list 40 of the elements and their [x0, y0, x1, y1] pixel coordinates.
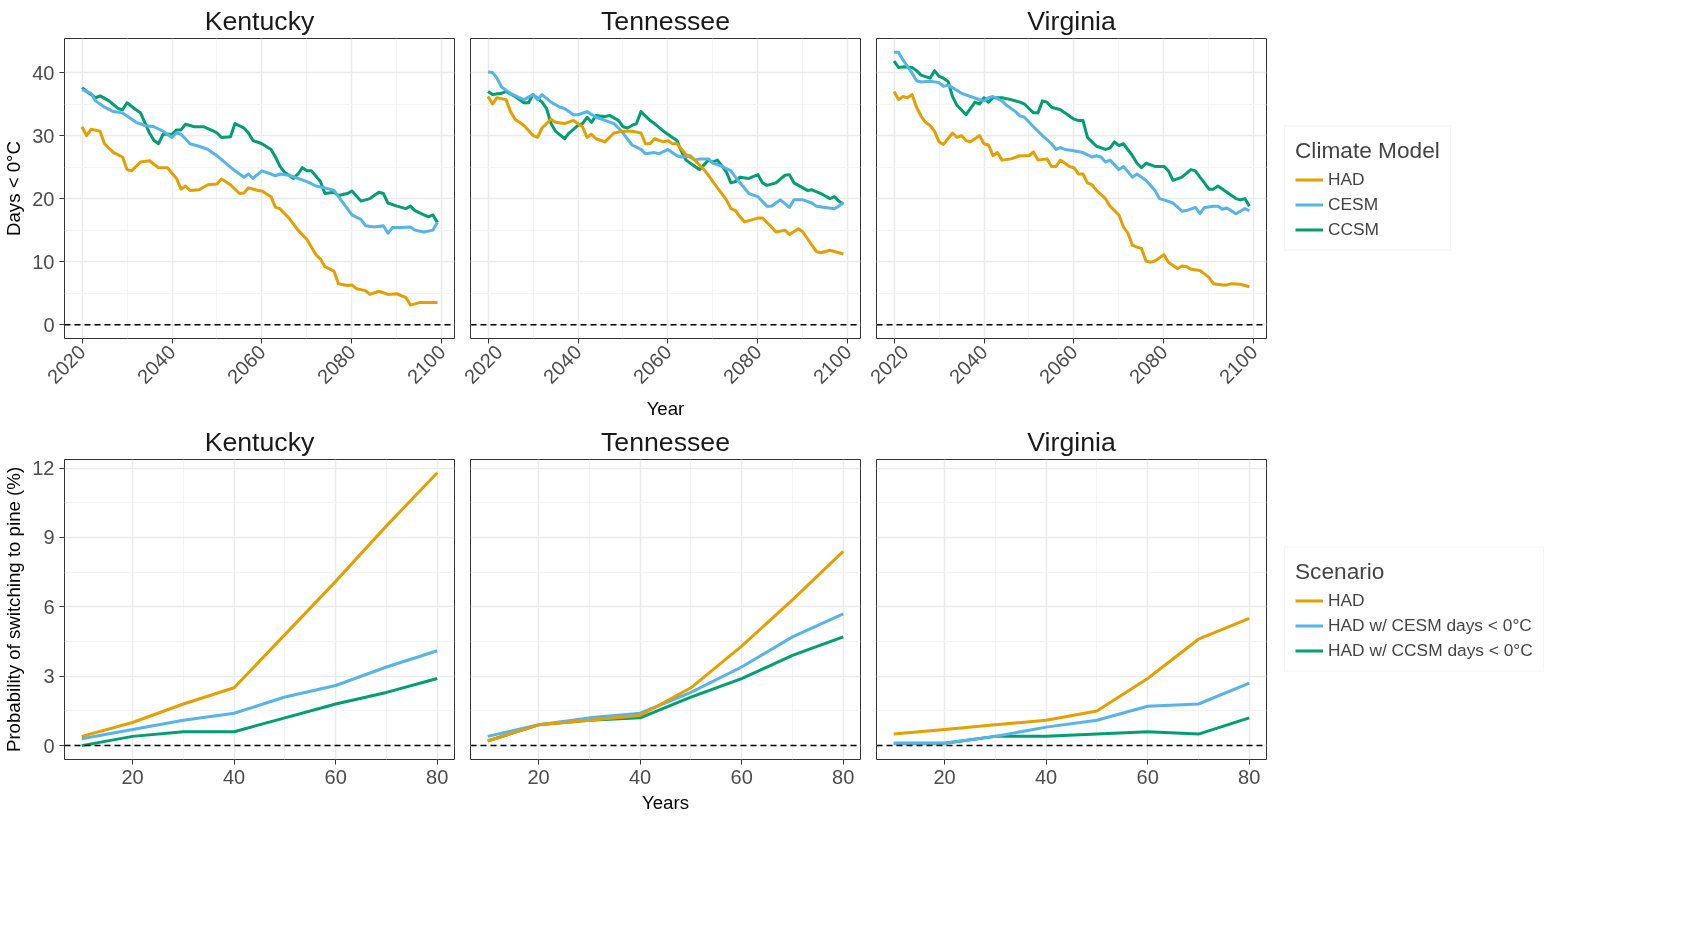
- x-tick-label: 80: [426, 765, 449, 788]
- chart-title: Kentucky: [204, 426, 315, 457]
- x-tick-label: 20: [527, 765, 550, 788]
- legend-label: CESM: [1328, 193, 1379, 215]
- y-tick-label: 0: [43, 313, 55, 336]
- chart-title: Kentucky: [204, 5, 315, 36]
- y-tick-label: 6: [43, 595, 55, 618]
- legend-label: CCSM: [1328, 218, 1380, 240]
- legend-title: Climate Model: [1295, 136, 1440, 164]
- x-axis-title: Year: [646, 397, 685, 419]
- x-tick-label: 40: [628, 765, 652, 788]
- y-tick-label: 10: [32, 250, 55, 273]
- y-tick-label: 20: [32, 187, 55, 210]
- y-axis-title: Days < 0°C: [3, 140, 25, 237]
- x-axis-title: Years: [641, 791, 690, 813]
- chart-title: Virginia: [1027, 5, 1116, 36]
- y-tick-label: 30: [32, 124, 55, 147]
- x-tick-label: 80: [1238, 765, 1261, 788]
- y-tick-label: 3: [43, 665, 55, 688]
- legend-title: Scenario: [1295, 557, 1386, 585]
- chart-title: Tennessee: [601, 5, 730, 36]
- y-tick-label: 0: [43, 734, 55, 757]
- x-tick-label: 60: [1136, 765, 1159, 788]
- legend-label: HAD w/ CCSM days < 0°C: [1328, 639, 1533, 661]
- x-tick-label: 60: [324, 765, 347, 788]
- y-tick-label: 40: [32, 61, 55, 84]
- chart-title: Tennessee: [601, 426, 730, 457]
- x-tick-label: 80: [832, 765, 855, 788]
- y-tick-label: 9: [43, 526, 55, 549]
- x-tick-label: 40: [222, 765, 246, 788]
- y-tick-label: 12: [32, 457, 55, 480]
- x-tick-label: 20: [933, 765, 956, 788]
- x-tick-label: 20: [121, 765, 144, 788]
- x-tick-label: 40: [1034, 765, 1058, 788]
- x-tick-label: 60: [730, 765, 753, 788]
- y-axis-title: Probability of switching to pine (%): [3, 466, 25, 753]
- chart-title: Virginia: [1027, 426, 1116, 457]
- legend-label: HAD: [1328, 589, 1365, 611]
- legend-label: HAD: [1328, 168, 1365, 190]
- legend-label: HAD w/ CESM days < 0°C: [1328, 614, 1532, 636]
